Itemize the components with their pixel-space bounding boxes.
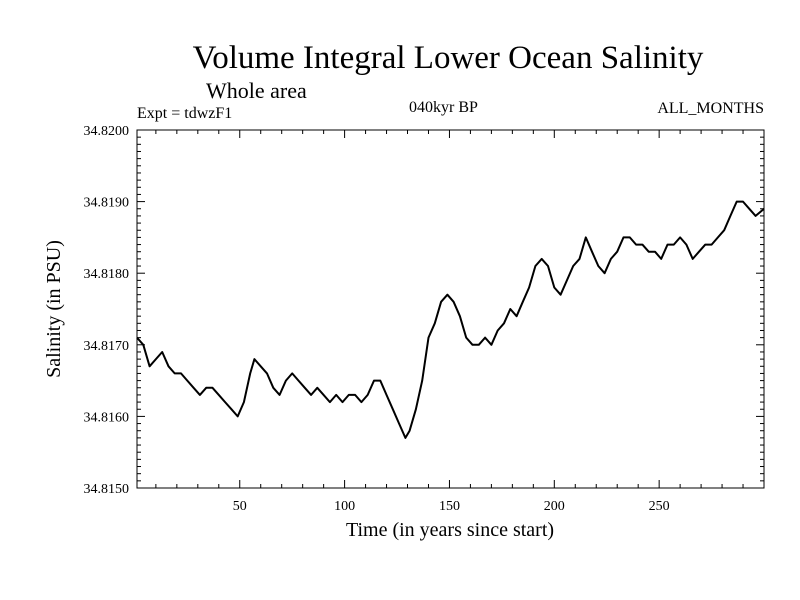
x-tick-label: 250 [649,499,670,514]
months-label: ALL_MONTHS [657,100,764,117]
x-tick-labels: 50 100 150 200 250 [233,499,670,514]
x-tick-label: 150 [439,499,460,514]
y-tick-label: 34.8200 [84,124,130,139]
x-tick-label: 50 [233,499,247,514]
salinity-series-line [136,200,765,439]
y-tick-label: 34.8180 [84,267,130,282]
y-tick-label: 34.8170 [84,339,130,354]
y-axis-label: Salinity (in PSU) [43,240,65,378]
chart-subtitle: Whole area [206,78,307,103]
y-tick-label: 34.8190 [84,196,130,211]
axis-ticks [137,129,765,489]
x-tick-label: 100 [334,499,355,514]
period-label: 040kyr BP [409,99,478,116]
y-tick-label: 34.8160 [84,410,130,425]
plot-frame [136,129,765,489]
x-tick-label: 200 [544,499,565,514]
experiment-label: Expt = tdwzF1 [137,105,233,122]
y-tick-label: 34.8150 [84,482,130,497]
x-axis-label: Time (in years since start) [346,519,554,541]
chart-title: Volume Integral Lower Ocean Salinity [192,40,704,76]
y-tick-labels: 34.8150 34.8160 34.8170 34.8180 34.8190 34.82… [84,124,130,497]
